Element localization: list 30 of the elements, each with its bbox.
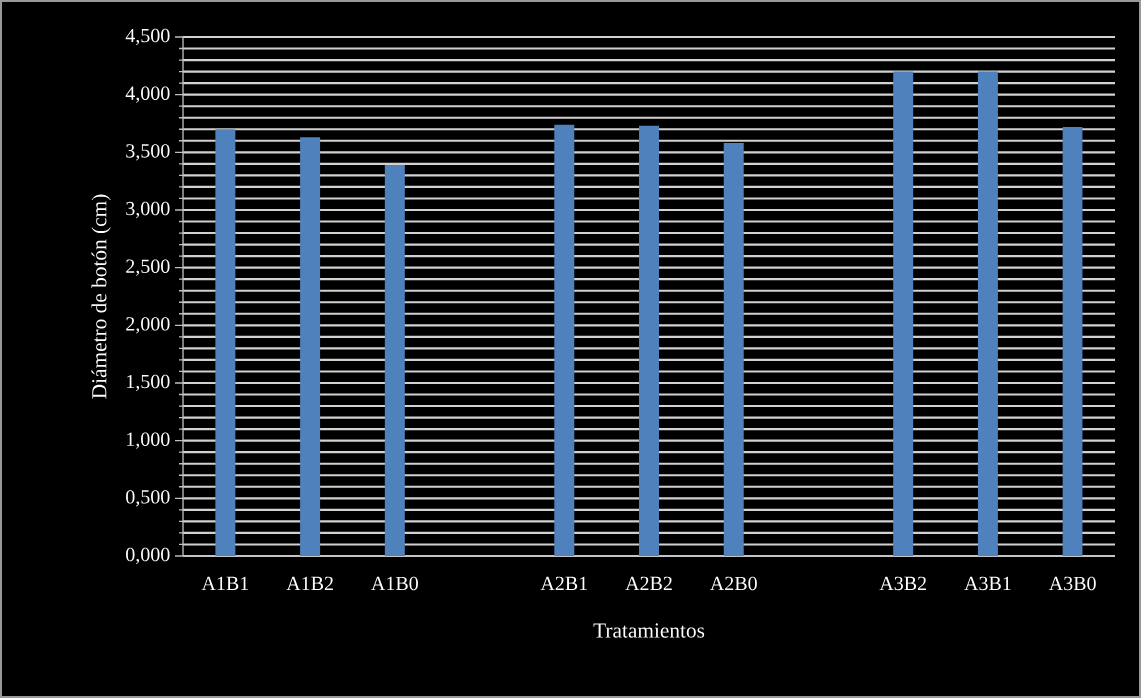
bar	[384, 165, 405, 556]
y-tick-label: 2,500	[126, 259, 170, 276]
x-tick-label: A3B1	[964, 576, 1011, 591]
y-tick-label: 0,500	[126, 490, 170, 507]
bar	[1062, 126, 1083, 556]
bar	[977, 71, 998, 556]
x-tick-label: A1B1	[201, 576, 249, 590]
y-tick-label: 1,500	[127, 374, 170, 392]
bar	[723, 143, 744, 556]
x-tick-label: A1B2	[286, 576, 333, 590]
y-tick-label: 0,000	[126, 547, 170, 565]
y-tick-label: 4,000	[125, 86, 170, 103]
x-tick-label: A1B0	[371, 576, 418, 591]
bar	[215, 129, 236, 556]
x-tick-label: A2B2	[625, 576, 672, 590]
y-tick-label: 2,000	[126, 317, 170, 334]
x-tick-label: A2B1	[540, 576, 587, 590]
bar	[300, 137, 321, 556]
y-tick-label: 3,000	[126, 201, 170, 219]
bar	[639, 125, 660, 556]
y-tick-label: 1,000	[127, 432, 170, 449]
x-tick-label: A2B0	[710, 576, 757, 591]
x-axis-title: Tratamientos	[593, 623, 705, 638]
bar	[554, 124, 575, 556]
bar	[893, 71, 914, 556]
x-tick-label: A3B2	[879, 576, 926, 591]
y-tick-label: 3,500	[126, 144, 170, 161]
y-axis-title: Diámetro de botón (cm)	[91, 194, 111, 399]
x-tick-label: A3B0	[1048, 576, 1096, 591]
y-tick-label: 4,500	[125, 28, 170, 46]
